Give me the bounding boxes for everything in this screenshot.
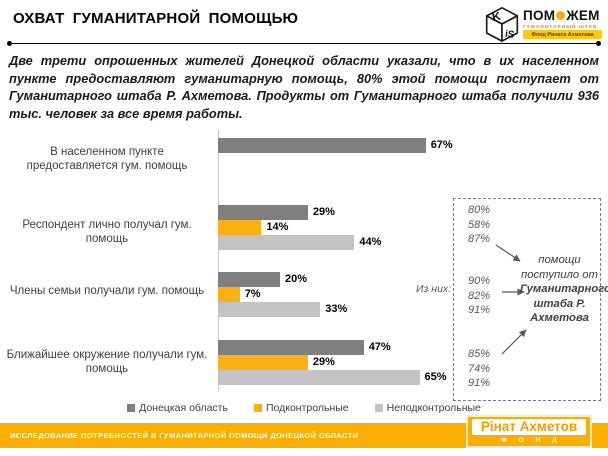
bar-cat4-Донецкая область: 47% <box>218 340 391 355</box>
legend-marker-light-gray <box>374 404 383 412</box>
bar-cat3-Подконтрольные: 7% <box>218 287 261 302</box>
cube-icon: K iS <box>485 6 519 42</box>
svg-text:iS: iS <box>504 29 515 41</box>
foundation-logo-title: Рінат Ахметов <box>472 419 586 435</box>
bar-value-label: 29% <box>312 356 335 368</box>
annotation-text: помощи поступило от Гуманитарного штаба … <box>520 253 608 326</box>
divider-dot-right <box>596 40 601 46</box>
bar-value-label: 67% <box>430 139 453 151</box>
pomozhem-badge: Фонд Рината Ахметова <box>523 30 602 39</box>
intro-paragraph: Две трети опрошенных жителей Донецкой об… <box>9 53 599 121</box>
pomozhem-word-right: ЖЕМ <box>566 8 600 23</box>
legend-item-uncontrolled: Неподконтрольные <box>374 402 481 414</box>
bar-value-label: 29% <box>312 206 335 218</box>
annotation-stack-1: 80% 58% 87% <box>468 204 491 245</box>
arrow-up-right-icon <box>501 329 527 355</box>
bar-cat3-Неподконтрольные: 33% <box>218 302 347 317</box>
sun-dot-icon <box>556 11 566 20</box>
chart-legend: Донецкая область Подконтрольные Неподкон… <box>0 402 608 414</box>
pomozhem-subtitle: ГУМАНИТАРНЫЙ ШТАБ <box>523 24 598 29</box>
bar-cat3-Донецкая область: 20% <box>218 272 307 287</box>
header-divider <box>7 40 601 46</box>
annotation-stack-3: 85% 74% 91% <box>468 348 491 389</box>
annotation-stack-2: 90% 82% 91% <box>468 275 491 316</box>
bar-cat1-Донецкая область: 67% <box>218 138 453 153</box>
legend-label: Подконтрольные <box>265 402 349 414</box>
legend-marker-orange <box>253 404 262 412</box>
bar-value-label: 47% <box>368 341 391 353</box>
arrow-down-right-icon <box>495 244 521 262</box>
bar-value-label: 44% <box>359 236 382 248</box>
bar-cat2-Подконтрольные: 14% <box>218 220 288 235</box>
bar-value-label: 7% <box>244 288 261 300</box>
akhmetov-foundation-logo: Рінат Ахметов Ф О Н Д <box>466 415 592 448</box>
annotation-label: Из них: <box>416 283 452 295</box>
pomozhem-logo: ПОМ ЖЕМ ГУМАНИТАРНЫЙ ШТАБ Фонд Рината Ах… <box>523 8 602 39</box>
chart-axis <box>218 130 219 391</box>
bar-cat4-Неподконтрольные: 65% <box>218 370 447 385</box>
arrow-icons <box>495 244 527 355</box>
legend-label: Донецкая область <box>139 402 228 414</box>
pomozhem-word-left: ПОМ <box>523 8 556 23</box>
pomozhem-wordmark: ПОМ ЖЕМ <box>523 8 602 23</box>
bar-cat2-Донецкая область: 29% <box>218 205 335 220</box>
bar-cat2-Неподконтрольные: 44% <box>218 235 381 250</box>
legend-item-donetsk: Донецкая область <box>127 402 228 414</box>
category-label-1: В населенном пункте предоставляется гум.… <box>26 146 188 172</box>
bar-cat4-Подконтрольные: 29% <box>218 355 335 370</box>
annotation-text-regular: помощи поступило от <box>521 254 598 281</box>
legend-marker-dark-gray <box>127 404 136 412</box>
bar-value-label: 20% <box>285 273 308 285</box>
annotation-box <box>453 198 601 401</box>
footer-text: ИССЛЕДОВАНИЕ ПОТРЕБНОСТЕЙ В ГУМАНИТАРНОЙ… <box>10 431 359 440</box>
annotation-text-bold: Гуманитарного штаба Р. Ахметова <box>520 283 608 324</box>
page-title: ОХВАТ ГУМАНИТАРНОЙ ПОМОЩЬЮ <box>13 10 299 27</box>
foundation-logo-subtitle: Ф О Н Д <box>501 437 562 444</box>
legend-label: Неподконтрольные <box>386 402 481 414</box>
bar-value-label: 14% <box>266 221 289 233</box>
bar-value-label: 33% <box>325 303 348 315</box>
category-label-2: Респондент лично получал гум. помощь <box>22 219 192 245</box>
bar-value-label: 65% <box>424 371 447 383</box>
category-label-4: Ближайшее окружение получали гум. помощь <box>6 349 208 375</box>
svg-text:K: K <box>491 10 503 25</box>
divider-dot-left <box>7 40 12 46</box>
kiis-logo: K iS <box>483 6 521 42</box>
legend-item-controlled: Подконтрольные <box>253 402 349 414</box>
category-label-3: Члены семьи получали гум. помощь <box>9 285 205 297</box>
